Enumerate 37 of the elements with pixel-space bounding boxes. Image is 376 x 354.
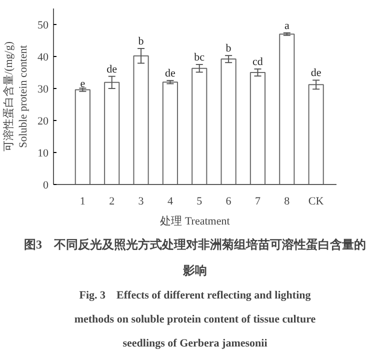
y-tick-label: 50 — [38, 20, 49, 32]
y-axis-title: 可溶性蛋白含量/(mg/g) Soluble protein content — [2, 41, 30, 152]
annotation: de — [165, 68, 176, 80]
x-tick-label: 6 — [226, 196, 232, 208]
x-tick-label: 2 — [109, 196, 115, 208]
bar — [220, 58, 236, 184]
bar — [250, 72, 266, 184]
x-axis-title: 处理 Treatment — [160, 214, 230, 228]
x-tick-label: CK — [308, 196, 324, 208]
x-tick-label: 4 — [167, 196, 174, 208]
annotation: cd — [252, 56, 264, 68]
y-tick-label: 0 — [43, 180, 49, 192]
annotation: bc — [194, 52, 205, 64]
bar — [192, 68, 208, 184]
annotation: a — [284, 20, 290, 32]
x-tick-label: 8 — [284, 196, 290, 208]
bar — [74, 89, 90, 184]
annotation: de — [106, 63, 118, 76]
x-tick-label: 1 — [80, 196, 86, 208]
bar — [279, 34, 295, 184]
bar — [308, 84, 324, 184]
y-tick-label: 20 — [38, 116, 49, 128]
bar — [104, 82, 120, 184]
x-tick-label: 5 — [196, 196, 203, 208]
y-tick-label: 40 — [38, 52, 49, 64]
annotation: b — [138, 36, 144, 48]
x-tick-label: 3 — [138, 196, 144, 208]
text: 图3 不同反光及照光方式处理对非洲菊组培苗可溶性蛋白含量的影响 — [24, 238, 366, 278]
x-tick-label: 7 — [254, 196, 261, 208]
annotation: de — [310, 67, 322, 80]
annotation: e — [80, 78, 86, 90]
bar — [133, 55, 149, 184]
y-tick-label: 10 — [38, 148, 49, 160]
annotation: b — [226, 42, 232, 55]
text: Fig. 3 Effects of different reflecting and lighting methods on soluble protein content of tissue culture seedlings of Gerbera jamesonii — [74, 290, 316, 350]
y-tick-label: 30 — [38, 84, 49, 96]
bar — [162, 82, 178, 184]
